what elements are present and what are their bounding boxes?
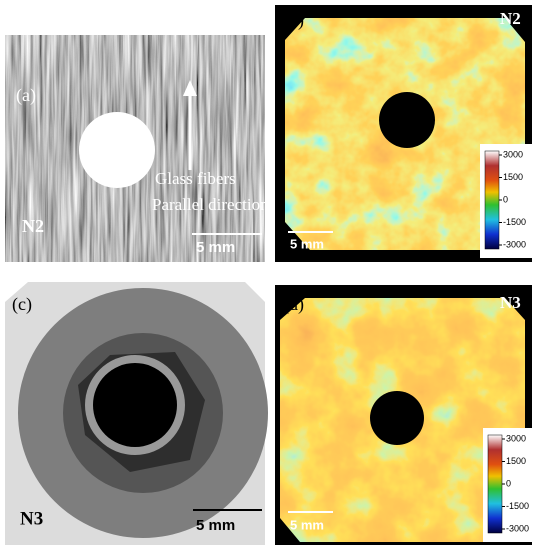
colorbar-tick-label: 0	[503, 194, 508, 204]
sample-name: N3	[500, 293, 521, 312]
colorbar-tick-label: 3000	[506, 433, 526, 443]
panel-label: (b)	[283, 10, 304, 31]
colorbar-tick-label: -3000	[506, 523, 529, 533]
panel-b: (b) N2 3000 1500 0 -1500 -3000 5 mm	[275, 5, 532, 262]
colorbar-ticks: 3000 1500 0 -1500 -3000	[502, 433, 529, 533]
colorbar-tick-label: -3000	[503, 239, 526, 249]
sample-name: N2	[500, 9, 521, 28]
annotation: Glass fibers	[155, 169, 236, 188]
arrow-head	[183, 80, 197, 96]
hole	[79, 112, 155, 188]
colorbar-tick-label: 0	[506, 478, 511, 488]
panel-a: (a) Glass fibers Parallel direction N2 5…	[5, 35, 269, 262]
hole	[370, 391, 424, 445]
colorbar-tick-label: 3000	[503, 149, 523, 159]
colorbar-ticks: 3000 1500 0 -1500 -3000	[499, 149, 526, 249]
panel-c: (c) N3 5 mm	[5, 282, 268, 545]
colorbar	[484, 150, 500, 250]
scale-label: 5 mm	[196, 517, 235, 534]
panel-d: (d) N3 3000 1500 0 -1500 -3000 5 mm	[275, 285, 532, 545]
colorbar-tick-label: 1500	[503, 172, 523, 182]
colorbar-tick-label: -1500	[503, 217, 526, 227]
scale-label: 5 mm	[196, 239, 235, 256]
annotation: Parallel direction	[152, 195, 269, 214]
hole	[379, 92, 435, 148]
scale-label: 5 mm	[290, 517, 324, 532]
sample-name: N3	[20, 508, 43, 529]
sample-name: N2	[22, 216, 44, 236]
colorbar	[487, 434, 503, 534]
bore	[93, 363, 177, 447]
scale-label: 5 mm	[290, 236, 324, 251]
colorbar-tick-label: 1500	[506, 456, 526, 466]
panel-label: (c)	[12, 294, 32, 315]
panel-label: (d)	[283, 294, 304, 315]
colorbar-tick-label: -1500	[506, 501, 529, 511]
panel-label: (a)	[16, 85, 36, 106]
